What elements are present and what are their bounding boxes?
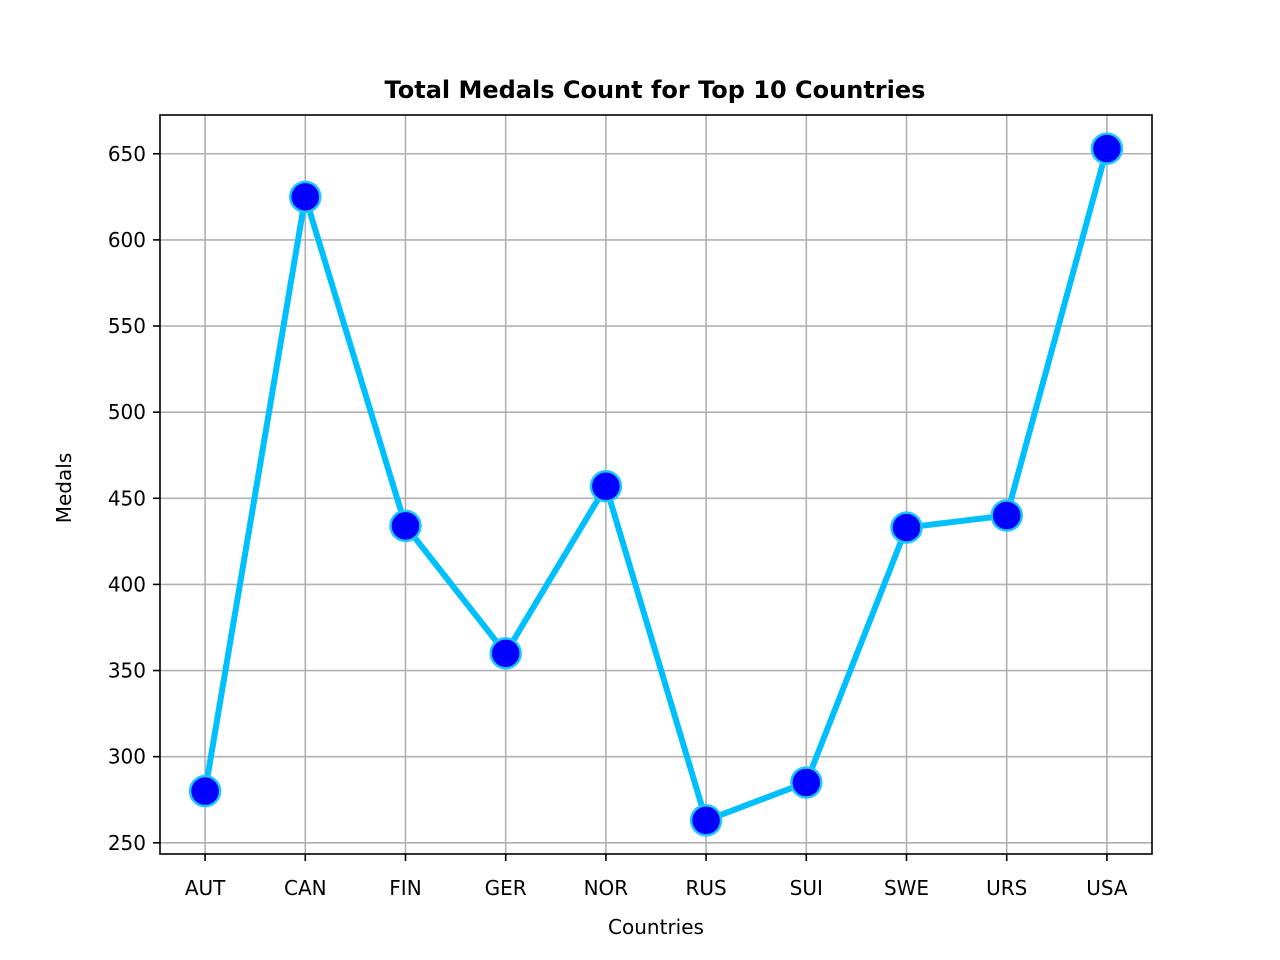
y-axis-label: Medals: [52, 453, 76, 524]
y-tick-label: 550: [108, 314, 146, 338]
grid: [160, 115, 1152, 854]
y-tick-label: 350: [108, 659, 146, 683]
data-point-can: [289, 180, 322, 214]
plot-frame: [159, 114, 1153, 855]
x-tick-label: AUT: [185, 876, 226, 900]
x-axis-label: Countries: [608, 915, 704, 939]
data-point-sui: [790, 766, 823, 799]
series-line: [202, 145, 1110, 824]
data-point-ger: [489, 637, 522, 670]
y-tick-label: 250: [108, 831, 146, 855]
x-tick-label: URS: [986, 876, 1027, 900]
y-tick-label: 450: [108, 486, 146, 510]
x-tick-label: RUS: [685, 876, 726, 900]
data-point-urs: [990, 499, 1023, 532]
series-layer: [188, 132, 1124, 837]
x-tick-label: NOR: [584, 876, 629, 900]
y-axis: 250 300 350 400 450 500 550 600 650: [108, 142, 160, 855]
x-tick-label: USA: [1086, 876, 1128, 900]
data-point-rus: [689, 804, 723, 837]
y-tick-label: 650: [108, 142, 146, 166]
data-point-usa: [1090, 132, 1124, 165]
data-point-fin: [389, 509, 422, 543]
x-tick-label: SUI: [790, 876, 823, 900]
data-point-aut: [188, 774, 222, 808]
chart-title: Total Medals Count for Top 10 Countries: [385, 76, 926, 104]
y-tick-label: 600: [108, 228, 146, 252]
y-tick-label: 300: [108, 745, 146, 769]
data-point-nor: [589, 469, 623, 503]
y-tick-label: 400: [108, 572, 146, 596]
x-tick-label: FIN: [389, 876, 421, 900]
x-tick-label: SWE: [884, 876, 929, 900]
data-point-swe: [890, 511, 923, 544]
x-tick-label: GER: [485, 876, 527, 900]
x-tick-label: CAN: [284, 876, 327, 900]
x-axis: AUT CAN FIN GER NOR RUS SUI SWE URS USA: [185, 854, 1128, 900]
y-tick-label: 500: [108, 400, 146, 424]
